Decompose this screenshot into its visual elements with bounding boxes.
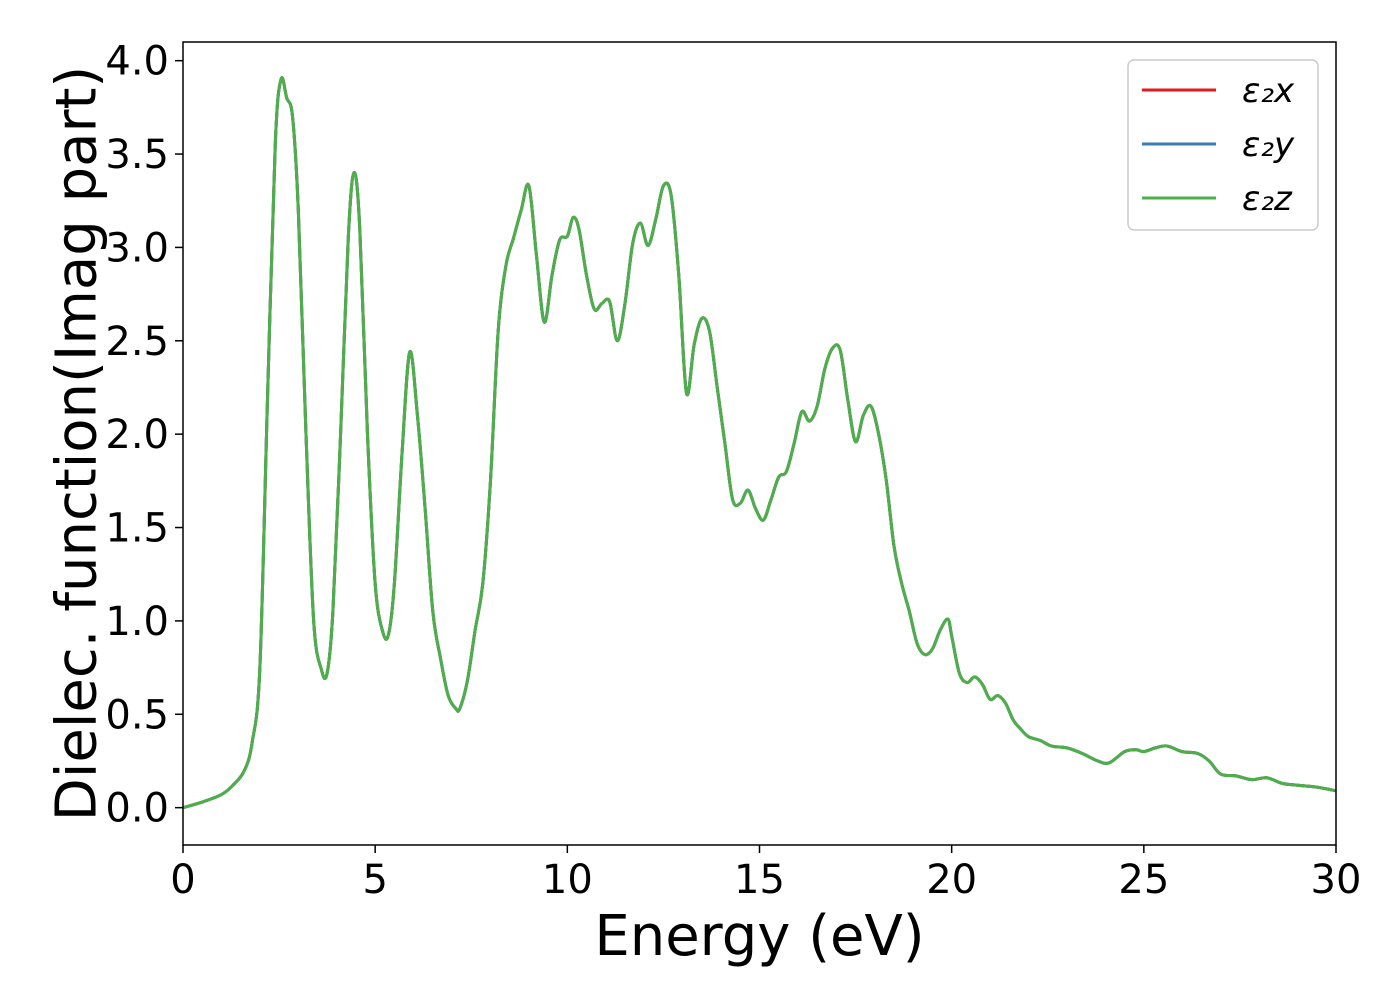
y-tick-label: 3.5 (105, 132, 169, 178)
x-tick-label: 20 (926, 857, 977, 903)
x-tick-label: 25 (1118, 857, 1169, 903)
y-tick-label: 0.5 (105, 692, 169, 738)
x-tick-label: 0 (170, 857, 195, 903)
x-axis-ticks: 0 5 10 15 20 25 30 (170, 845, 1361, 903)
x-tick-label: 30 (1311, 857, 1362, 903)
y-tick-label: 1.5 (105, 506, 169, 552)
legend-box (1127, 59, 1319, 231)
legend: ε₂x ε₂y ε₂z (1127, 59, 1319, 231)
y-tick-label: 1.0 (105, 599, 169, 645)
y-tick-label: 0.0 (105, 786, 169, 832)
series-layer (182, 76, 1337, 810)
legend-label-1: ε₂x (1242, 71, 1295, 111)
legend-label-2: ε₂y (1242, 125, 1295, 165)
series-line-3 (182, 76, 1337, 810)
y-axis-ticks: 0.0 0.5 1.0 1.5 2.0 2.5 3.0 3.5 4.0 (105, 39, 183, 832)
y-tick-label: 4.0 (105, 39, 169, 85)
legend-label-3: ε₂z (1242, 179, 1293, 219)
y-tick-label: 2.5 (105, 319, 169, 365)
y-axis-label: Dielec. function(Imag part) (45, 66, 110, 822)
x-tick-label: 15 (734, 857, 785, 903)
x-tick-label: 5 (362, 857, 387, 903)
y-tick-label: 2.0 (105, 412, 169, 458)
y-tick-label: 3.0 (105, 225, 169, 271)
x-tick-label: 10 (542, 857, 593, 903)
x-axis-label: Energy (eV) (594, 904, 924, 969)
